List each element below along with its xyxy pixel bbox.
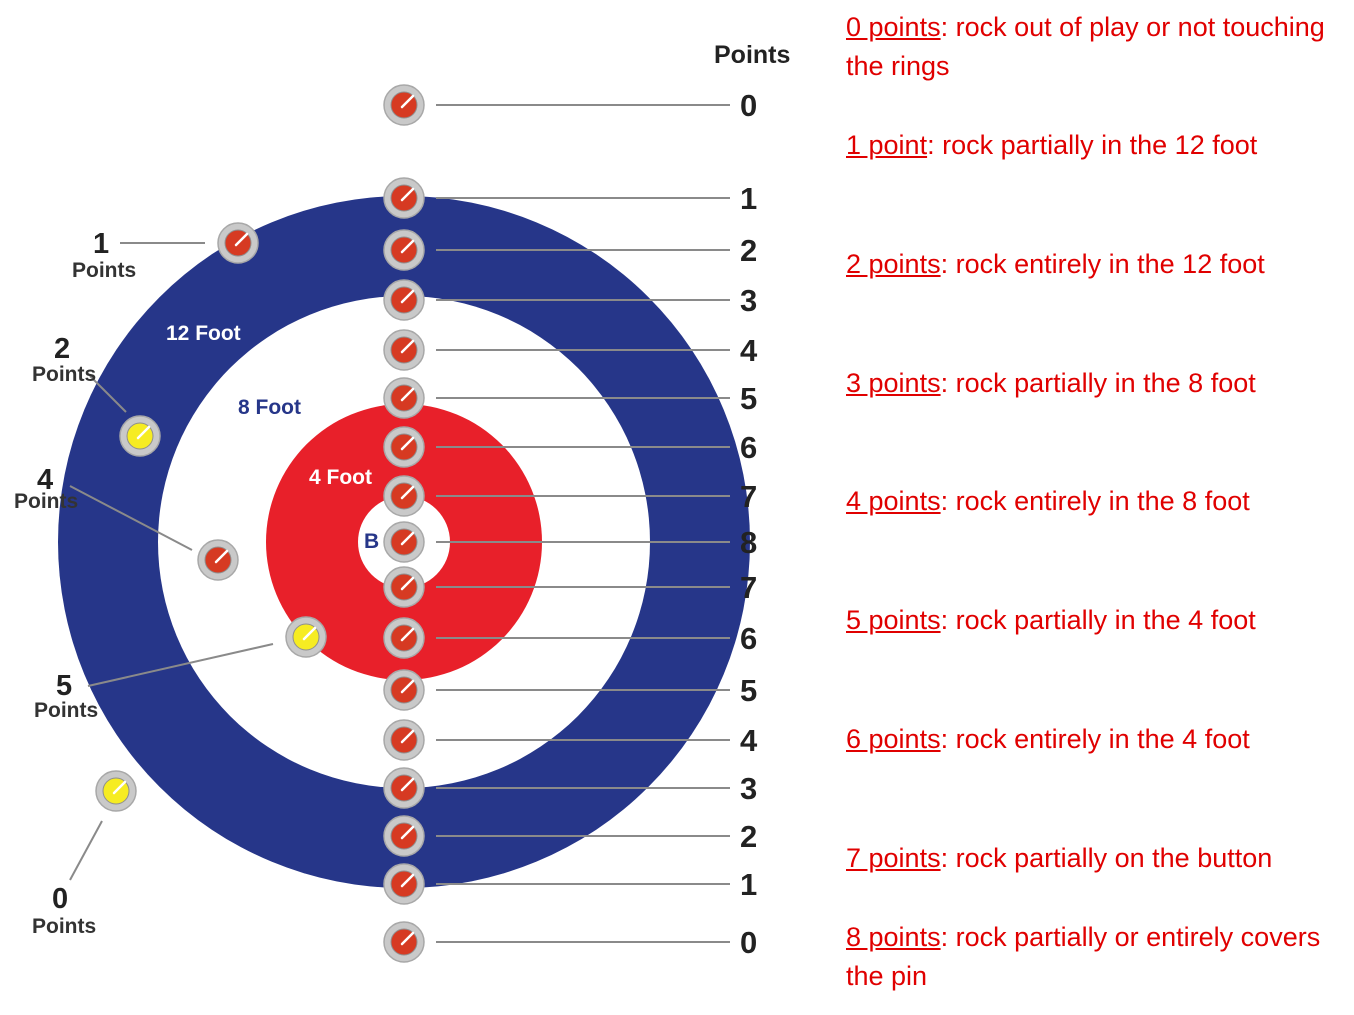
legend-item: 3 points: rock partially in the 8 foot: [846, 364, 1350, 403]
legend-item: 6 points: rock entirely in the 4 foot: [846, 720, 1350, 759]
eight-foot-label: 8 Foot: [238, 396, 301, 419]
legend-description: : rock partially in the 8 foot: [940, 368, 1256, 398]
four-foot-label: 4 Foot: [309, 466, 372, 489]
side-example-rocks: [95, 222, 327, 812]
column-rock: [383, 863, 425, 905]
score-column-rocks: [383, 84, 425, 963]
legend-term: 7 points: [846, 843, 941, 873]
column-score-number: 5: [740, 673, 757, 708]
legend-term: 5 points: [846, 605, 941, 635]
side-callout-line: [87, 643, 274, 687]
column-score-number: 3: [740, 771, 757, 806]
legend-item: 5 points: rock partially in the 4 foot: [846, 601, 1350, 640]
legend-term: 3 points: [846, 368, 941, 398]
column-rock: [383, 329, 425, 371]
legend-description: : rock entirely in the 12 foot: [940, 249, 1265, 279]
legend-description: : rock partially on the button: [940, 843, 1273, 873]
side-example-value: 4: [37, 464, 53, 496]
legend-term: 2 points: [846, 249, 941, 279]
legend-description: : rock entirely in the 4 foot: [940, 724, 1250, 754]
score-column-lines: [436, 104, 730, 943]
column-score-number: 0: [740, 925, 757, 960]
column-rock: [383, 521, 425, 563]
column-score-number: 6: [740, 621, 757, 656]
score-column-numbers: 0 1 2 3 4 5 6 7 8 7 6 5 4 3 2 1 0: [740, 88, 758, 960]
legend-description: : rock out of play or not touching the r…: [846, 12, 1325, 81]
side-example-value: 0: [52, 883, 68, 915]
column-score-number: 8: [740, 525, 757, 560]
column-rock: [383, 815, 425, 857]
column-score-number: 1: [740, 181, 757, 216]
side-example-word: Points: [72, 259, 136, 282]
legend-item: 0 points: rock out of play or not touchi…: [846, 8, 1350, 86]
side-example-word: Points: [34, 699, 98, 722]
legend-item: 7 points: rock partially on the button: [846, 839, 1350, 878]
column-rock: [383, 177, 425, 219]
side-example-rock: [95, 770, 137, 812]
side-callout-line: [69, 820, 103, 881]
column-score-number: 6: [740, 430, 757, 465]
legend-description: : rock partially in the 12 foot: [927, 130, 1258, 160]
column-score-number: 5: [740, 381, 757, 416]
column-rock: [383, 669, 425, 711]
legend-term: 4 points: [846, 486, 941, 516]
column-score-number: 4: [740, 333, 758, 368]
column-rock: [383, 279, 425, 321]
side-callout-line: [69, 485, 193, 551]
legend-item: 2 points: rock entirely in the 12 foot: [846, 245, 1350, 284]
column-rock: [383, 475, 425, 517]
side-example-word: Points: [32, 915, 96, 938]
side-example-value: 2: [54, 333, 70, 365]
side-callout-line: [89, 375, 127, 413]
column-rock: [383, 426, 425, 468]
legend-description: : rock partially or entirely covers the …: [846, 922, 1321, 991]
side-example-lines: [69, 242, 274, 881]
column-rock: [383, 719, 425, 761]
side-example-rock: [197, 539, 239, 581]
column-rock: [383, 767, 425, 809]
column-score-number: 2: [740, 819, 757, 854]
column-score-number: 7: [740, 479, 757, 514]
side-example-word: Points: [32, 363, 96, 386]
legend-description: : rock entirely in the 8 foot: [940, 486, 1250, 516]
column-score-number: 2: [740, 233, 757, 268]
legend-item: 8 points: rock partially or entirely cov…: [846, 918, 1350, 996]
column-rock: [383, 617, 425, 659]
twelve-foot-label: 12 Foot: [166, 322, 241, 345]
legend-term: 1 point: [846, 130, 928, 160]
side-example-value: 1: [93, 228, 109, 260]
column-score-number: 0: [740, 88, 757, 123]
legend-item: 1 point: rock partially in the 12 foot: [846, 126, 1350, 165]
legend-description: : rock partially in the 4 foot: [940, 605, 1256, 635]
curling-house-diagram: 12 Foot 8 Foot 4 Foot B Points 0 1 2 3 4 5 6 7 8…: [14, 41, 790, 963]
side-example-word: Points: [14, 490, 78, 513]
column-rock: [383, 921, 425, 963]
legend-item: 4 points: rock entirely in the 8 foot: [846, 482, 1350, 521]
column-score-number: 4: [740, 723, 758, 758]
points-header: Points: [714, 41, 790, 69]
side-example-rock: [119, 415, 161, 457]
column-rock: [383, 566, 425, 608]
legend-term: 8 points: [846, 922, 941, 952]
side-example-rock: [217, 222, 259, 264]
side-example-value: 5: [56, 670, 72, 702]
legend-term: 0 points: [846, 12, 941, 42]
column-rock: [383, 229, 425, 271]
column-score-number: 1: [740, 867, 757, 902]
column-score-number: 7: [740, 570, 757, 605]
legend-term: 6 points: [846, 724, 941, 754]
button-label: B: [364, 530, 379, 553]
column-rock: [383, 377, 425, 419]
column-rock: [383, 84, 425, 126]
side-example-rock: [285, 616, 327, 658]
column-score-number: 3: [740, 283, 757, 318]
